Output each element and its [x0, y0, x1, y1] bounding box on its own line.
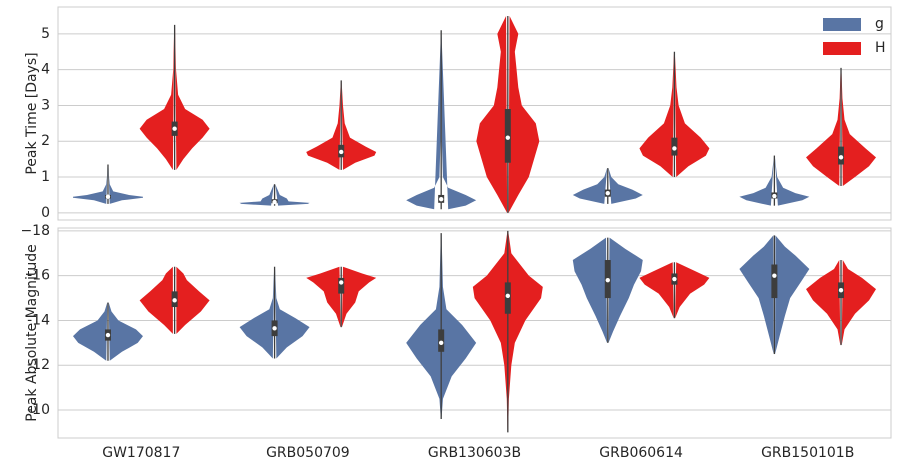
- median: [105, 332, 111, 338]
- violin-half: [108, 164, 143, 204]
- median: [772, 193, 777, 199]
- violin-half: [174, 24, 210, 170]
- violin-half: [441, 233, 477, 419]
- violin-half: [841, 67, 877, 186]
- y-tick-label: -14: [27, 312, 50, 328]
- y-tick-label: -12: [27, 357, 50, 373]
- median: [605, 190, 610, 196]
- x-tick-label: GRB050709: [266, 445, 350, 461]
- violin-half: [739, 155, 775, 206]
- violin-half: [774, 155, 810, 206]
- y-tick-label: −18: [20, 223, 50, 239]
- iqr-box: [771, 264, 778, 299]
- violin-half: [508, 230, 543, 433]
- median: [105, 194, 111, 199]
- median: [272, 199, 277, 205]
- median: [438, 197, 444, 202]
- violin-half: [675, 262, 710, 319]
- violin-half: [72, 164, 108, 204]
- median: [505, 293, 511, 299]
- violin-half: [639, 51, 675, 178]
- median: [172, 298, 177, 303]
- iqr-box: [504, 282, 511, 314]
- violin-half: [341, 266, 377, 328]
- violin-half: [674, 51, 710, 178]
- violin-half: [306, 80, 341, 170]
- median: [172, 126, 177, 131]
- x-tick-label: GRB130603B: [428, 445, 521, 461]
- violin-half: [508, 15, 540, 213]
- iqr-box: [438, 329, 445, 352]
- violin-half: [476, 15, 508, 213]
- median: [838, 155, 844, 160]
- violin-half: [341, 80, 377, 170]
- violin-half: [608, 237, 643, 343]
- violin-half: [472, 230, 508, 433]
- violin-half: [841, 260, 877, 346]
- violin-half: [775, 235, 810, 355]
- x-tick-label: GRB150101B: [761, 445, 854, 461]
- median: [672, 146, 677, 151]
- y-tick-label: 3: [41, 97, 50, 113]
- median: [672, 276, 677, 282]
- violin-half: [176, 266, 210, 334]
- y-tick-label: 2: [41, 133, 50, 149]
- iqr-box: [338, 277, 345, 294]
- legend-swatch: [823, 42, 861, 55]
- median: [438, 340, 444, 346]
- median: [339, 280, 344, 285]
- y-tick-label: -16: [27, 268, 50, 284]
- y-axis-label: Peak Time [Days]: [24, 52, 40, 174]
- violin-half: [739, 235, 774, 355]
- violin-half: [274, 266, 310, 359]
- legend-swatch: [823, 18, 861, 31]
- violin-half: [139, 24, 175, 170]
- median: [605, 277, 610, 283]
- plot-area: [57, 6, 892, 221]
- violin-half: [608, 168, 643, 204]
- violin-half: [72, 302, 108, 361]
- x-tick-label: GRB060614: [599, 445, 683, 461]
- violin-half: [406, 233, 441, 419]
- violin-half: [239, 184, 274, 206]
- y-axis-label: Peak Absolute Magnitude: [24, 244, 40, 422]
- violin-half: [572, 237, 608, 343]
- median: [339, 149, 344, 155]
- violin-half: [639, 262, 674, 319]
- y-tick-label: 1: [41, 169, 50, 185]
- median: [505, 135, 511, 140]
- violin-half: [275, 184, 310, 206]
- violin-half: [306, 266, 341, 328]
- y-tick-label: 0: [41, 205, 50, 221]
- y-tick-label: 4: [41, 62, 50, 78]
- violin-half: [139, 266, 173, 334]
- violin-half: [239, 266, 275, 359]
- median: [772, 273, 777, 278]
- legend-label: g: [875, 16, 884, 32]
- median: [838, 288, 844, 293]
- median: [272, 326, 277, 331]
- violin-half: [108, 302, 143, 361]
- y-tick-label: 5: [41, 26, 50, 42]
- legend-label: H: [875, 40, 886, 56]
- violin-half: [572, 168, 608, 204]
- y-tick-label: -10: [27, 402, 50, 418]
- x-tick-label: GW170817: [102, 445, 180, 461]
- violin-half: [806, 260, 841, 346]
- violin-half: [806, 67, 841, 186]
